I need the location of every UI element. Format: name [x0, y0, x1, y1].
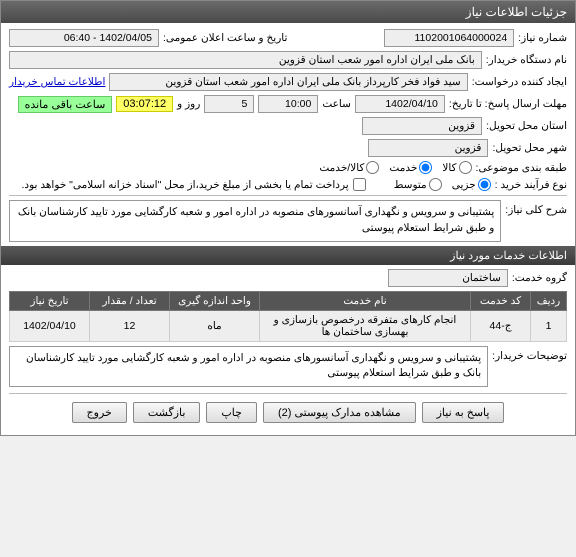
pub-dt-label: تاریخ و ساعت اعلان عمومی: — [163, 32, 287, 44]
proc-radio-group: جزیی متوسط — [394, 178, 491, 191]
buyer-notes-label: توضیحات خریدار: — [492, 346, 567, 362]
deadline-date: 1402/04/10 — [355, 95, 445, 113]
deliv-prov-label: استان محل تحویل: — [486, 120, 567, 132]
svc-section-header: اطلاعات خدمات مورد نیاز — [1, 246, 575, 265]
buyer-notes-box: پشتیبانی و سرویس و نگهداری آسانسورهای من… — [9, 346, 488, 388]
th-name: نام خدمت — [260, 291, 471, 310]
svc-grp-value: ساختمان — [388, 269, 508, 287]
days-remaining: 5 — [204, 95, 254, 113]
class-both-radio[interactable] — [366, 161, 379, 174]
buyer-dev-value: بانک ملی ایران اداره امور شعب استان قزوی… — [9, 51, 482, 69]
proc-med-option[interactable]: متوسط — [394, 178, 442, 191]
svc-grp-label: گروه خدمت: — [512, 272, 567, 284]
th-unit: واحد اندازه گیری — [170, 291, 260, 310]
need-details-window: جزئیات اطلاعات نیاز شماره نیاز: 11020010… — [0, 0, 576, 436]
content: شماره نیاز: 1102001064000024 تاریخ و ساع… — [1, 23, 575, 435]
key-desc-label: شرح کلی نیاز: — [505, 200, 567, 216]
need-no-value: 1102001064000024 — [384, 29, 514, 47]
th-row: ردیف — [531, 291, 567, 310]
table-row[interactable]: 1 ج-44 انجام کارهای متفرقه درخصوص بازساز… — [10, 310, 567, 341]
td-unit: ماه — [170, 310, 260, 341]
deliv-city-label: شهر محل تحویل: — [492, 142, 567, 154]
td-qty: 12 — [90, 310, 170, 341]
remain-label: ساعت باقی مانده — [18, 96, 113, 113]
class-both-option[interactable]: کالا/خدمت — [319, 161, 379, 174]
days-label: روز و — [177, 98, 200, 110]
deliv-prov-value: قزوین — [362, 117, 482, 135]
time-label: ساعت — [322, 98, 351, 110]
print-button[interactable]: چاپ — [206, 402, 257, 423]
view-docs-button[interactable]: مشاهده مدارک پیوستی (2) — [263, 402, 416, 423]
pub-dt-value: 1402/04/05 - 06:40 — [9, 29, 159, 47]
td-name: انجام کارهای متفرقه درخصوص بازسازی و بهس… — [260, 310, 471, 341]
table-header-row: ردیف کد خدمت نام خدمت واحد اندازه گیری ت… — [10, 291, 567, 310]
class-svc-option[interactable]: خدمت — [389, 161, 432, 174]
class-goods-option[interactable]: کالا — [442, 161, 471, 174]
deadline-label: مهلت ارسال پاسخ: تا تاریخ: — [449, 98, 567, 110]
pay-note-text: پرداخت تمام یا بخشی از مبلغ خرید،از محل … — [22, 179, 349, 191]
proc-partial-radio[interactable] — [478, 178, 491, 191]
td-date: 1402/04/10 — [10, 310, 90, 341]
proc-med-radio[interactable] — [429, 178, 442, 191]
class-goods-radio[interactable] — [459, 161, 472, 174]
th-date: تاریخ نیاز — [10, 291, 90, 310]
pay-note-checkbox[interactable] — [353, 178, 366, 191]
services-table: ردیف کد خدمت نام خدمت واحد اندازه گیری ت… — [9, 291, 567, 342]
key-desc-box: پشتیبانی و سرویس و نگهداری آسانسورهای من… — [9, 200, 501, 242]
req-creator-value: سید فواد فخر کارپرداز بانک ملی ایران ادا… — [109, 73, 467, 91]
exit-button[interactable]: خروج — [72, 402, 127, 423]
class-svc-radio[interactable] — [419, 161, 432, 174]
window-title: جزئیات اطلاعات نیاز — [1, 1, 575, 23]
need-no-label: شماره نیاز: — [518, 32, 567, 44]
td-row: 1 — [531, 310, 567, 341]
button-bar: پاسخ به نیاز مشاهده مدارک پیوستی (2) چاپ… — [9, 393, 567, 429]
buyer-contact-link[interactable]: اطلاعات تماس خریدار — [9, 76, 105, 88]
back-button[interactable]: بازگشت — [133, 402, 201, 423]
deadline-time: 10:00 — [258, 95, 318, 113]
respond-button[interactable]: پاسخ به نیاز — [422, 402, 505, 423]
th-code: کد خدمت — [471, 291, 531, 310]
countdown-timer: 03:07:12 — [116, 96, 173, 112]
pay-note-row: پرداخت تمام یا بخشی از مبلغ خرید،از محل … — [22, 178, 366, 191]
buyer-dev-label: نام دستگاه خریدار: — [486, 54, 567, 66]
req-creator-label: ایجاد کننده درخواست: — [472, 76, 567, 88]
proc-label: نوع فرآیند خرید : — [495, 179, 567, 191]
td-code: ج-44 — [471, 310, 531, 341]
class-radio-group: کالا خدمت کالا/خدمت — [319, 161, 471, 174]
proc-partial-option[interactable]: جزیی — [452, 178, 491, 191]
th-qty: تعداد / مقدار — [90, 291, 170, 310]
deliv-city-value: قزوین — [368, 139, 488, 157]
class-label: طبقه بندی موضوعی: — [476, 162, 567, 174]
